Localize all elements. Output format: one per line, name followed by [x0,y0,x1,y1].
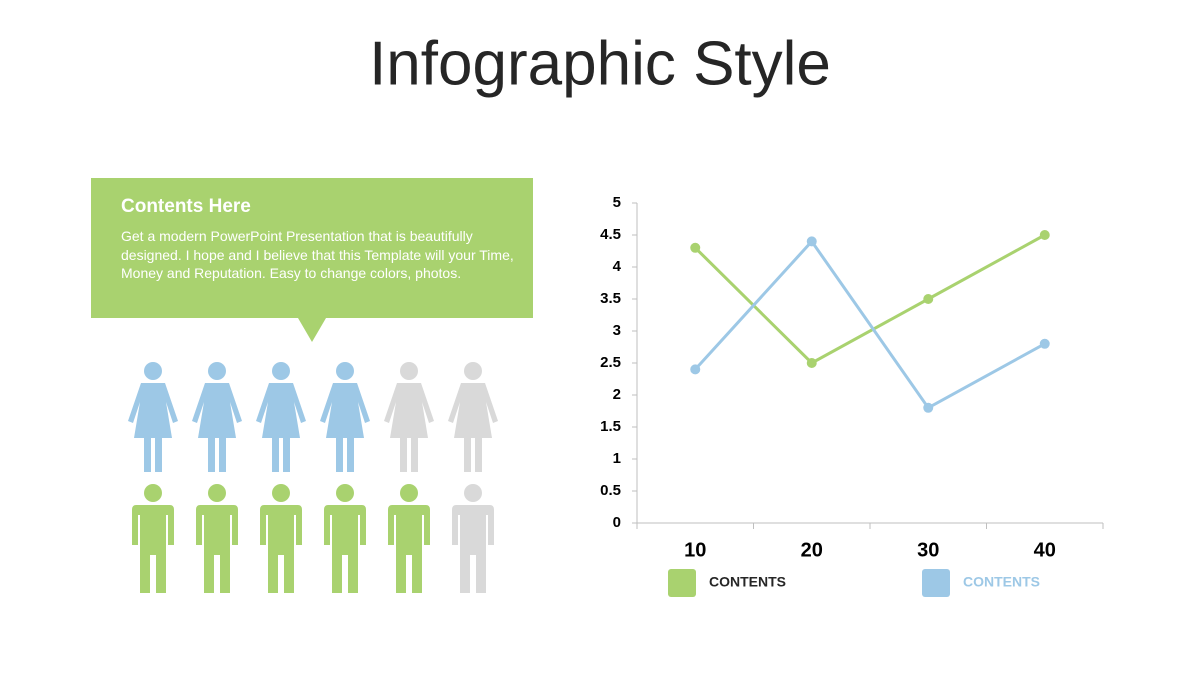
man-head [272,484,290,502]
woman-head [336,362,354,380]
data-point [690,364,701,375]
data-point [690,242,701,253]
woman-body [384,383,434,472]
x-tick-label: 20 [801,539,823,561]
callout-box [91,178,533,318]
woman-body [256,383,306,472]
y-tick-label: 1.5 [600,418,621,435]
data-point [1039,338,1050,349]
data-point [806,236,817,247]
woman-head [272,362,290,380]
woman-body [128,383,178,472]
data-point [1039,230,1050,240]
x-tick-label: 10 [684,539,706,561]
series-line [694,239,1046,410]
woman-head [400,362,418,380]
woman-head [144,362,162,380]
man-body [388,505,430,593]
y-tick-label: 4 [613,258,622,275]
y-tick-label: 5 [613,194,621,211]
x-tick-label: 40 [1034,539,1056,561]
man-body [132,505,174,593]
man-body [452,505,494,593]
data-point [923,402,934,413]
woman-body [448,383,498,472]
man-body [196,505,238,593]
man-body [324,505,366,593]
legend-swatch [922,569,950,597]
data-point [806,358,817,368]
man-head [464,484,482,502]
y-tick-label: 3 [613,322,621,339]
woman-head [208,362,226,380]
woman-head [464,362,482,380]
callout-body: Get a modern PowerPoint Presentation tha… [121,228,514,281]
woman-body [320,383,370,472]
legend-label: CONTENTS [709,574,786,590]
woman-body [192,383,242,472]
slide-title: Infographic Style [369,29,831,98]
callout-pointer [298,318,326,342]
callout-title: Contents Here [121,196,251,217]
data-point [923,294,934,304]
y-tick-label: 0 [613,514,621,531]
pictogram [128,362,498,593]
legend-swatch [668,569,696,597]
legend-label: CONTENTS [963,574,1040,590]
man-head [144,484,162,502]
man-head [400,484,418,502]
y-tick-label: 0.5 [600,482,621,499]
y-tick-label: 2.5 [600,354,621,371]
series-line [694,233,1046,365]
x-tick-label: 30 [917,539,939,561]
man-body [260,505,302,593]
y-tick-label: 1 [613,450,621,467]
man-head [208,484,226,502]
y-tick-label: 4.5 [600,226,621,243]
man-head [336,484,354,502]
y-tick-label: 2 [613,386,621,403]
y-tick-label: 3.5 [600,290,621,307]
